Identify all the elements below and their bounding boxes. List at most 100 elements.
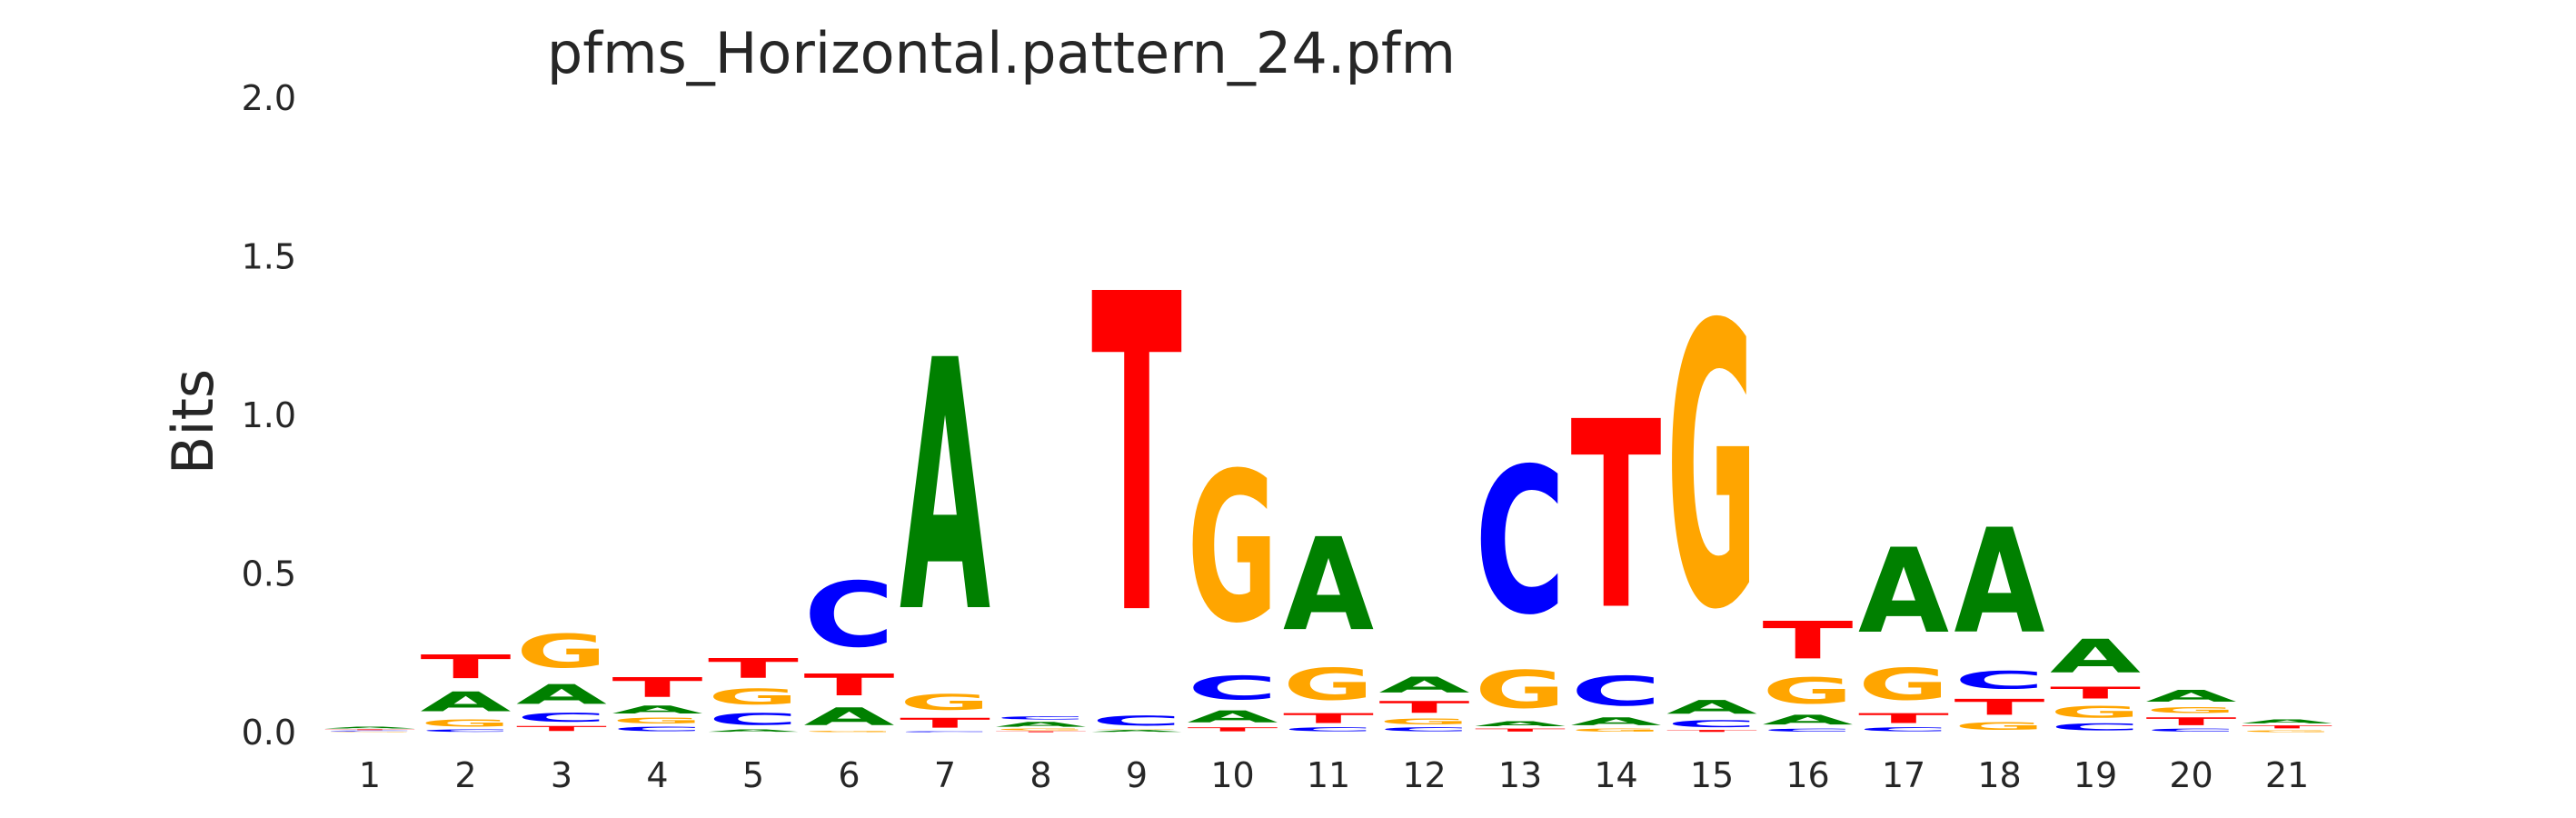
logo-letter-a: A bbox=[1283, 511, 1374, 659]
logo-letter-a: A bbox=[1379, 673, 1470, 698]
x-tick-label: 8 bbox=[1029, 755, 1051, 795]
x-tick-label: 19 bbox=[2074, 755, 2117, 795]
logo-letter-g: G bbox=[2146, 705, 2237, 714]
x-tick-label: 5 bbox=[742, 755, 764, 795]
logo-letter-g: G bbox=[421, 718, 512, 729]
logo-letter-c: C bbox=[1858, 726, 1949, 733]
x-tick-label: 9 bbox=[1126, 755, 1148, 795]
logo-letter-t: T bbox=[1379, 698, 1470, 717]
logo-letter-a: A bbox=[2146, 686, 2237, 705]
logo-letter-a: A bbox=[1858, 524, 1949, 659]
logo-letter-g: G bbox=[1283, 660, 1374, 711]
x-tick-label: 2 bbox=[454, 755, 476, 795]
logo-letter-g: G bbox=[1858, 660, 1949, 711]
y-tick-label: 1.5 bbox=[242, 237, 296, 277]
x-tick-label: 13 bbox=[1498, 755, 1542, 795]
logo-letter-g: G bbox=[1475, 661, 1566, 721]
y-axis-label: Bits bbox=[160, 369, 226, 474]
logo-letter-a: A bbox=[324, 726, 415, 729]
logo-letter-t: T bbox=[1571, 368, 1662, 667]
logo-letter-g: G bbox=[1763, 671, 1854, 712]
logo-letter-c: C bbox=[900, 731, 990, 733]
logo-letter-a: A bbox=[708, 729, 799, 733]
logo-letter-t: T bbox=[1283, 711, 1374, 726]
logo-letter-g: G bbox=[1379, 717, 1470, 726]
logo-letter-c: C bbox=[612, 725, 702, 733]
logo-letter-a: A bbox=[1188, 707, 1278, 726]
logo-letter-a: A bbox=[1571, 715, 1662, 728]
x-tick-label: 10 bbox=[1210, 755, 1254, 795]
x-axis-ticks: 1 2 3 4 5 6 7 8 9 10 11 12 13 14 15 16 17 18 19 20 21 bbox=[359, 755, 2309, 795]
logo-letter-g: G bbox=[1571, 728, 1662, 733]
logo-letter-c: C bbox=[516, 711, 607, 725]
logo-letter-t: T bbox=[1858, 711, 1949, 726]
logo-letter-t: T bbox=[516, 724, 607, 733]
logo-letter-a: A bbox=[2050, 630, 2141, 683]
x-tick-label: 12 bbox=[1402, 755, 1446, 795]
logo-letter-c: C bbox=[324, 731, 415, 732]
logo-letter-a: A bbox=[1666, 696, 1758, 718]
logo-letter-c: C bbox=[2145, 728, 2236, 733]
logo-letter-a: A bbox=[1091, 730, 1182, 733]
logo-letter-t: T bbox=[1188, 726, 1278, 733]
logo-column-21: GTA bbox=[2242, 718, 2332, 733]
chart-title: pfms_Horizontal.pattern_24.pfm bbox=[547, 20, 1456, 86]
x-tick-label: 21 bbox=[2265, 755, 2309, 795]
logo-letter-c: C bbox=[1378, 726, 1469, 733]
x-tick-label: 11 bbox=[1307, 755, 1350, 795]
logo-letter-t: T bbox=[324, 729, 415, 730]
logo-letter-a: A bbox=[1475, 720, 1566, 728]
x-tick-label: 20 bbox=[2169, 755, 2213, 795]
x-tick-label: 6 bbox=[838, 755, 860, 795]
logo-letter-a: A bbox=[421, 686, 512, 718]
logo-letter-c: C bbox=[2050, 722, 2141, 733]
logo-letter-t: T bbox=[1091, 203, 1183, 712]
logo-letter-t: T bbox=[1954, 694, 2046, 720]
logo-letter-c: C bbox=[1762, 728, 1853, 733]
logo-letter-t: T bbox=[421, 648, 512, 686]
logo-letter-a: A bbox=[804, 703, 895, 731]
logo-letter-c: C bbox=[996, 715, 1087, 721]
logo-letter-g: G bbox=[708, 684, 799, 710]
logo-letter-c: C bbox=[1666, 718, 1757, 729]
logo-letter-c: C bbox=[1954, 666, 2045, 694]
logo-letter-a: A bbox=[996, 721, 1087, 729]
x-tick-label: 16 bbox=[1785, 755, 1829, 795]
logo-letter-g: G bbox=[1188, 428, 1278, 668]
logo-letter-t: T bbox=[996, 731, 1087, 733]
x-tick-label: 7 bbox=[934, 755, 956, 795]
logo-letter-t: T bbox=[900, 715, 990, 731]
logo-letter-c: C bbox=[1188, 670, 1278, 707]
logo-letter-g: G bbox=[1091, 729, 1182, 730]
logo-letter-t: T bbox=[612, 672, 703, 703]
logo-letter-t: T bbox=[1762, 611, 1853, 671]
logo-letter-c: C bbox=[1091, 713, 1182, 728]
logo-letter-g: G bbox=[324, 732, 415, 733]
logo-letter-t: T bbox=[1475, 728, 1566, 733]
logo-letter-t: T bbox=[1666, 730, 1757, 733]
logo-letter-g: G bbox=[2242, 730, 2332, 733]
logo-letter-g: G bbox=[612, 716, 703, 725]
logo-letter-c: C bbox=[1571, 668, 1662, 715]
x-tick-label: 18 bbox=[1977, 755, 2021, 795]
logo-letter-g: G bbox=[2050, 703, 2141, 722]
y-tick-label: 1.0 bbox=[242, 395, 296, 435]
logo-letter-c: C bbox=[708, 710, 799, 729]
y-tick-label: 2.0 bbox=[242, 78, 296, 118]
logo-letter-c: C bbox=[803, 564, 894, 668]
logo-letter-t: T bbox=[2242, 724, 2332, 729]
